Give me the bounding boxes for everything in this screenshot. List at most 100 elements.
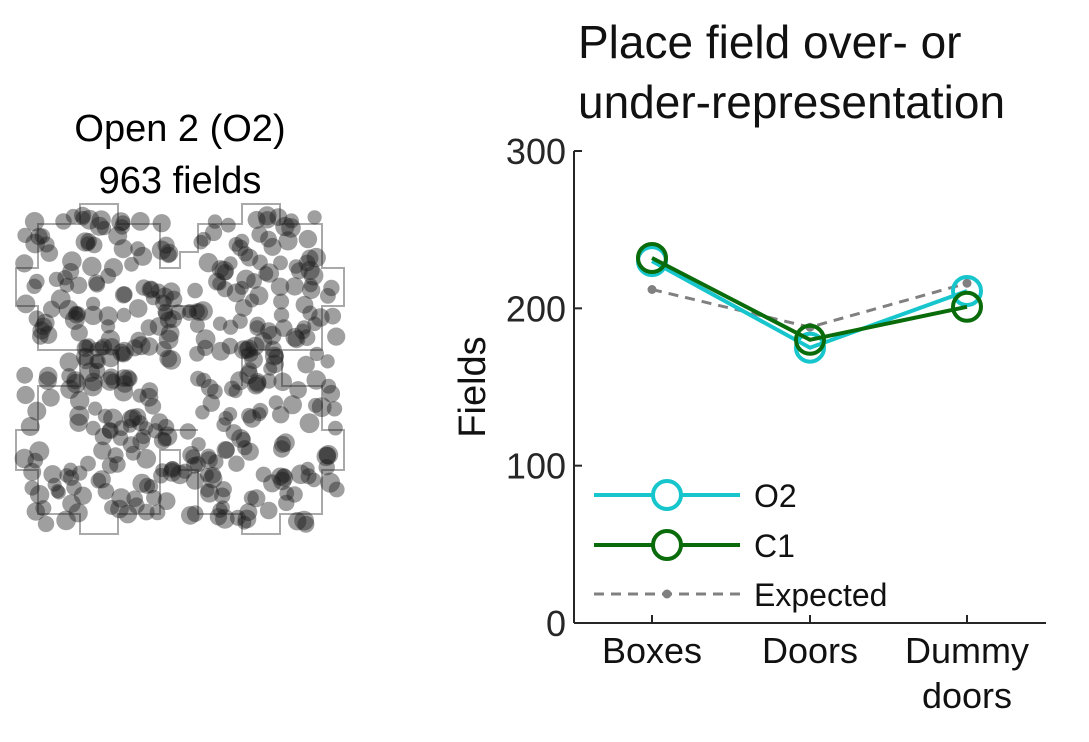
place-field-dot (200, 483, 219, 503)
data-point-c1 (794, 323, 826, 356)
x-tick-label: Doors (762, 630, 858, 671)
place-field-dot (124, 408, 142, 427)
place-field-dot (215, 509, 235, 529)
place-field-dot (82, 376, 103, 397)
place-field-dot (274, 435, 291, 453)
place-field-dot (162, 463, 182, 482)
place-field-dot (249, 316, 266, 333)
place-field-dot (85, 236, 103, 254)
place-field-dot (245, 293, 259, 308)
place-field-dot (237, 515, 252, 530)
place-field-dot (286, 486, 303, 503)
place-field-dot (252, 402, 269, 419)
place-field-dot (228, 384, 243, 399)
place-field-dot (196, 372, 212, 388)
place-field-dot (296, 320, 312, 335)
place-field-dot (102, 368, 120, 386)
y-tick-label: 0 (546, 603, 566, 644)
place-field-dot (275, 319, 293, 337)
data-point-expected (647, 285, 657, 294)
place-field-dot (14, 448, 35, 469)
place-field-dot (189, 456, 206, 473)
place-field-dot (263, 237, 282, 256)
place-field-dot (246, 273, 262, 289)
place-field-dot (144, 398, 162, 415)
place-field-dot (110, 499, 129, 519)
place-field-dot (111, 488, 131, 508)
place-field-dot (157, 418, 175, 436)
place-field-dot (60, 379, 80, 399)
place-field-dot (24, 480, 40, 496)
place-field-dot (328, 481, 345, 498)
place-field-dot (38, 371, 57, 390)
place-field-dot (89, 353, 105, 369)
place-field-dot (182, 446, 201, 464)
arena-title: Open 2 (O2) (74, 108, 286, 150)
place-field-dot (50, 289, 71, 310)
place-field-dot (258, 266, 274, 282)
place-field-dot (239, 503, 258, 521)
place-field-dot (159, 349, 178, 368)
place-field-dot (26, 278, 42, 294)
place-field-dot (157, 303, 174, 320)
place-field-dot (73, 486, 92, 505)
place-field-dot (38, 366, 58, 386)
place-field-dot (263, 361, 278, 376)
place-field-dot (164, 310, 182, 328)
place-field-dot (279, 486, 295, 501)
x-tick-label: doors (922, 675, 1012, 716)
place-field-dot (62, 263, 80, 280)
place-field-dot (191, 437, 206, 452)
place-field-dot (214, 487, 231, 504)
place-field-dot (285, 277, 304, 296)
place-field-dot (288, 512, 307, 531)
place-field-dot (193, 301, 213, 321)
place-field-dot (104, 258, 123, 278)
place-field-dot (185, 449, 201, 465)
place-field-dot (326, 401, 343, 417)
place-field-dot (289, 381, 307, 399)
place-field-dot (237, 246, 254, 262)
place-field-dot (223, 256, 238, 271)
place-field-dot (208, 272, 226, 291)
place-field-dot (239, 339, 259, 358)
place-field-dot (207, 214, 223, 229)
place-field-dot (28, 310, 45, 327)
place-field-dot (278, 231, 298, 251)
y-tick-label: 300 (506, 131, 566, 172)
place-field-dot (77, 353, 94, 370)
place-field-dot (150, 413, 169, 431)
place-field-dot (128, 497, 145, 514)
place-field-dot (69, 276, 88, 294)
place-field-dot (95, 338, 113, 356)
place-field-dot (109, 456, 126, 473)
place-field-dot (199, 468, 214, 482)
place-field-dot (69, 405, 90, 426)
place-field-dot (182, 304, 197, 318)
legend-marker (662, 589, 672, 599)
place-field-dot (113, 382, 134, 402)
place-field-dot (16, 294, 36, 314)
place-field-dot (82, 256, 102, 277)
place-field-dot (259, 263, 280, 283)
place-field-dot (324, 307, 342, 325)
place-field-dot (141, 382, 159, 400)
place-field-dot (98, 306, 118, 326)
place-field-dot (139, 477, 156, 494)
place-field-dot (90, 472, 107, 489)
place-field-dot (29, 485, 50, 505)
place-field-dot (283, 395, 302, 415)
place-field-dot (320, 288, 336, 304)
place-field-dot (75, 232, 95, 252)
place-field-dot (260, 322, 278, 340)
place-field-dot (151, 240, 172, 260)
place-field-dot (116, 286, 133, 303)
place-field-dot (186, 471, 204, 490)
place-field-dot (318, 446, 337, 465)
place-field-dot (63, 462, 78, 477)
place-field-dot (252, 254, 268, 271)
place-field-dot (230, 371, 250, 391)
place-field-dot (89, 342, 105, 357)
place-field-dot (157, 492, 176, 510)
